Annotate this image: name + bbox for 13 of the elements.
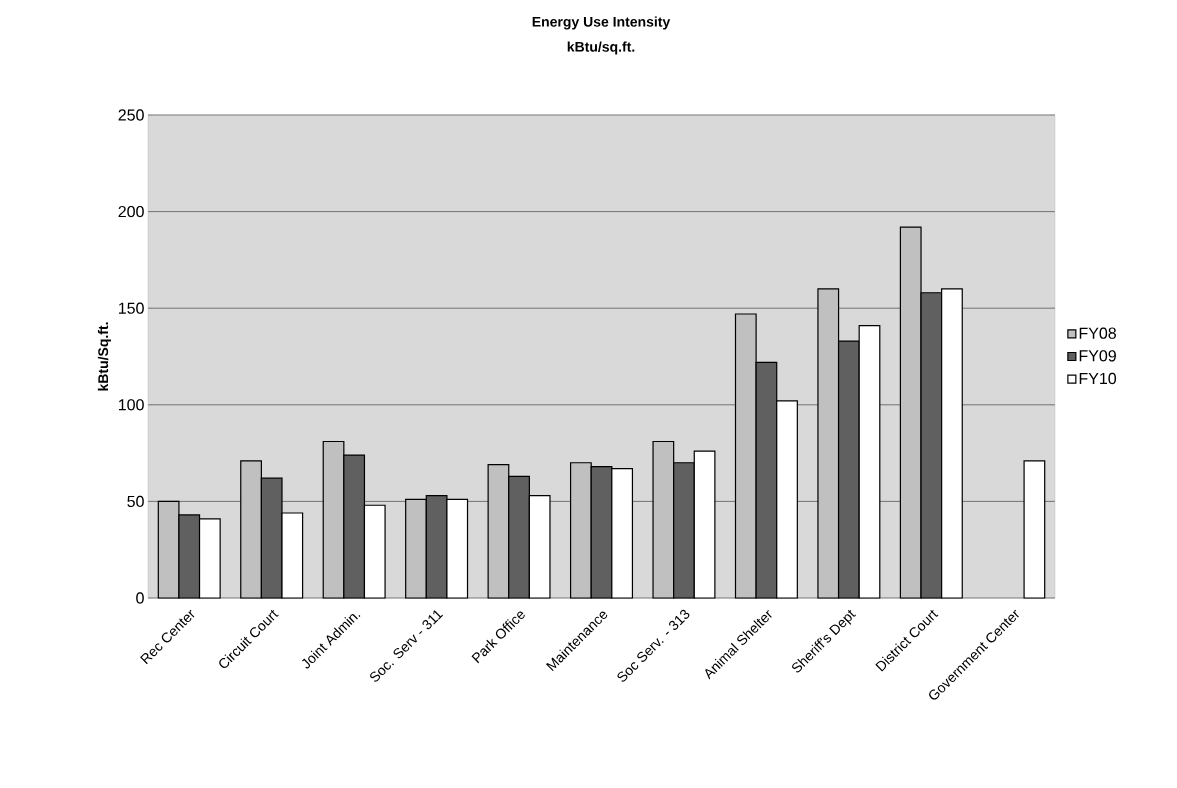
y-tick-label: 0 [136,592,144,604]
y-tick-label: 200 [118,205,144,218]
legend-label: FY09 [1079,350,1116,362]
legend-label: FY10 [1079,372,1117,385]
y-tick-label: 50 [127,495,144,508]
y-tick-label: 250 [118,109,144,121]
chart-title: Energy Use Intensity [532,16,671,30]
y-tick-label: 150 [119,302,144,314]
bar [1023,460,1046,599]
y-axis-title: kBtu/Sq.ft. [97,322,111,391]
legend-label: FY08 [1079,327,1116,339]
chart-subtitle: kBtu/sq.ft. [567,41,635,55]
y-tick-label: 100 [119,399,144,411]
